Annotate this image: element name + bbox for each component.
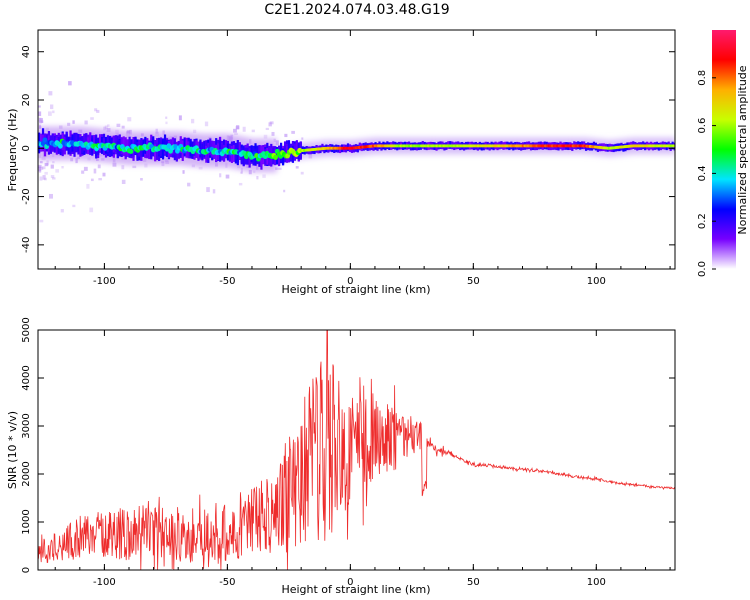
colorbar-tick-label: 0.4 bbox=[697, 165, 708, 181]
colorbar: 0.0 0.2 0.4 0.6 0.8 Normalized spectral ampl… bbox=[697, 30, 749, 277]
colorbar-gradient bbox=[712, 30, 736, 269]
spectrogram-panel: -100 -50 0 50 100 40 20 0 -20 -40 Height of stra… bbox=[6, 29, 676, 296]
snr-frame bbox=[37, 329, 676, 571]
snr-y-tick-label: 0 bbox=[21, 567, 32, 573]
colorbar-tick-label: 0.2 bbox=[697, 213, 708, 229]
spectrogram-y-tick-label: 20 bbox=[21, 94, 32, 107]
spectrogram-x-label: Height of straight line (km) bbox=[281, 283, 430, 296]
snr-x-tick-label: 100 bbox=[587, 577, 606, 588]
spectrogram-y-tick-label: -40 bbox=[21, 237, 32, 253]
snr-x-tick-label: -50 bbox=[219, 577, 235, 588]
colorbar-tick-label: 0.8 bbox=[697, 70, 708, 86]
spectrogram-x-axis: -100 -50 0 50 100 bbox=[54, 30, 671, 287]
colorbar-ticks: 0.0 0.2 0.4 0.6 0.8 bbox=[697, 70, 716, 277]
spectrogram-x-tick-label: 50 bbox=[467, 276, 480, 287]
colorbar-tick-label: 0.6 bbox=[697, 118, 708, 134]
snr-y-tick-label: 2000 bbox=[21, 461, 32, 486]
spectrogram-heatmap bbox=[38, 81, 675, 223]
snr-y-tick-label: 5000 bbox=[21, 317, 32, 342]
snr-y-tick-label: 4000 bbox=[21, 365, 32, 390]
snr-series-line bbox=[38, 330, 675, 570]
snr-x-label: Height of straight line (km) bbox=[281, 583, 430, 596]
snr-x-tick-label: 0 bbox=[347, 577, 353, 588]
spectrogram-frame bbox=[37, 29, 676, 270]
spectrogram-y-label: Frequency (Hz) bbox=[6, 109, 19, 192]
spectrogram-x-tick-label: -50 bbox=[219, 276, 235, 287]
spectrogram-y-tick-label: 40 bbox=[21, 45, 32, 58]
snr-panel: -100 -50 0 50 100 5000 4000 3000 2000 1000 0 Heig… bbox=[6, 317, 676, 596]
ridge-core bbox=[38, 137, 675, 162]
snr-y-tick-label: 1000 bbox=[21, 509, 32, 534]
snr-x-tick-label: 50 bbox=[467, 577, 480, 588]
colorbar-label: Normalized spectral amplitude bbox=[736, 65, 749, 234]
colorbar-tick-label: 0.0 bbox=[697, 261, 708, 277]
snr-y-axis: 5000 4000 3000 2000 1000 0 bbox=[21, 317, 675, 573]
spectrogram-x-tick-label: 100 bbox=[587, 276, 606, 287]
snr-y-label: SNR (10 * v/v) bbox=[6, 411, 19, 489]
spectrogram-x-tick-label: 0 bbox=[347, 276, 353, 287]
snr-y-tick-label: 3000 bbox=[21, 413, 32, 438]
spectrogram-y-tick-label: 0 bbox=[21, 145, 32, 151]
spectrogram-x-tick-label: -100 bbox=[93, 276, 116, 287]
snr-x-axis: -100 -50 0 50 100 bbox=[54, 330, 671, 588]
snr-x-tick-label: -100 bbox=[93, 577, 116, 588]
spectrogram-y-axis: 40 20 0 -20 -40 bbox=[21, 45, 675, 253]
figure-title: C2E1.2024.074.03.48.G19 bbox=[264, 2, 450, 18]
spectrogram-y-tick-label: -20 bbox=[21, 188, 32, 204]
